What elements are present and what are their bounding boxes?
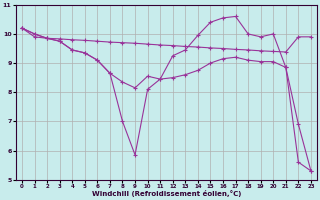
- X-axis label: Windchill (Refroidissement éolien,°C): Windchill (Refroidissement éolien,°C): [92, 190, 241, 197]
